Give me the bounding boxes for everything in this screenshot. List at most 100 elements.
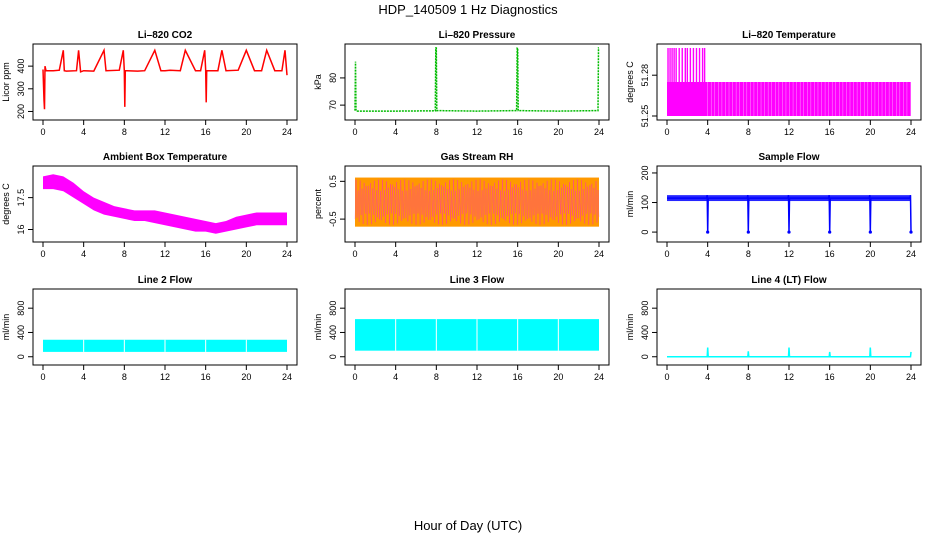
- x-tick-label: 24: [594, 127, 604, 137]
- y-tick-label: 0: [328, 354, 338, 359]
- sample-series-line: [667, 194, 912, 233]
- panel-pressure: Li–820 Pressure kPa 0 4 8 12 16 20 24 70 80: [313, 30, 610, 137]
- x-tick-label: 12: [784, 127, 794, 137]
- y-tick-label: 800: [640, 301, 650, 316]
- panel-line3: Line 3 Flow ml/min 0 4 8 12 16 20 24 0 400 800: [313, 275, 610, 382]
- temperature-band: [667, 82, 911, 116]
- x-tick-label: 8: [746, 249, 751, 259]
- y-tick-label: 200: [640, 165, 650, 180]
- x-tick-label: 8: [746, 127, 751, 137]
- x-tick-label: 0: [40, 372, 45, 382]
- plot-area-co2: [42, 47, 288, 110]
- plot-area-line4: [667, 347, 912, 358]
- sample-dip-point: [909, 230, 913, 234]
- x-tick-label: 4: [705, 249, 710, 259]
- x-tick-label: 20: [553, 127, 563, 137]
- x-tick-label: 16: [201, 249, 211, 259]
- x-tick-label: 0: [352, 372, 357, 382]
- x-tick-label: 0: [352, 127, 357, 137]
- x-tick-label: 4: [393, 127, 398, 137]
- panel-title-sample: Sample Flow: [758, 152, 819, 163]
- x-tick-label: 8: [122, 249, 127, 259]
- y-tick-label: 800: [328, 301, 338, 316]
- x-tick-label: 12: [472, 127, 482, 137]
- x-tick-label: 16: [513, 249, 523, 259]
- x-tick-label: 20: [865, 249, 875, 259]
- x-tick-label: 4: [393, 372, 398, 382]
- x-tick-label: 20: [241, 372, 251, 382]
- x-tick-label: 4: [81, 127, 86, 137]
- x-tick-label: 4: [393, 249, 398, 259]
- x-tick-label: 16: [201, 372, 211, 382]
- x-tick-label: 8: [122, 372, 127, 382]
- co2-series-line: [42, 47, 288, 110]
- sample-dip-point: [787, 230, 791, 234]
- x-tick-label: 0: [664, 249, 669, 259]
- y-tick-label: 100: [640, 195, 650, 210]
- y-axis-label-ambient: degrees C: [1, 183, 11, 225]
- ambient-band: [43, 174, 287, 234]
- panel-title-rh: Gas Stream RH: [441, 152, 514, 163]
- plot-frame-line2: [32, 288, 298, 366]
- x-tick-label: 12: [160, 249, 170, 259]
- y-tick-label: 400: [16, 59, 26, 74]
- plot-area-sample: [667, 194, 913, 234]
- y-axis-label-rh: percent: [313, 188, 323, 219]
- y-axis-label-sample: ml/min: [625, 191, 635, 218]
- x-tick-label: 8: [434, 127, 439, 137]
- x-tick-label: 24: [594, 249, 604, 259]
- x-tick-label: 12: [160, 127, 170, 137]
- y-tick-label: 400: [640, 325, 650, 340]
- x-tick-label: 20: [241, 127, 251, 137]
- y-axis-label-pressure: kPa: [313, 74, 323, 90]
- x-tick-label: 20: [865, 127, 875, 137]
- sample-dip-point: [746, 230, 750, 234]
- x-tick-label: 12: [784, 372, 794, 382]
- y-tick-label: 70: [328, 100, 338, 110]
- panel-title-ambient: Ambient Box Temperature: [103, 152, 228, 163]
- panel-title-co2: Li–820 CO2: [138, 30, 193, 41]
- panel-temperature: Li–820 Temperature degrees C 0 4 8 12 16 20 24 51…: [625, 30, 922, 137]
- x-tick-label: 20: [553, 372, 563, 382]
- y-tick-label: 16: [16, 224, 26, 234]
- x-tick-label: 16: [825, 372, 835, 382]
- plot-area-pressure: [354, 47, 600, 112]
- x-tick-label: 4: [705, 127, 710, 137]
- x-tick-label: 12: [472, 249, 482, 259]
- y-axis-label-line2: ml/min: [1, 314, 11, 341]
- y-tick-label: 0.5: [328, 175, 338, 188]
- y-tick-label: 300: [16, 81, 26, 96]
- x-tick-label: 12: [784, 249, 794, 259]
- y-tick-label: 51.25: [640, 105, 650, 128]
- panel-title-pressure: Li–820 Pressure: [439, 30, 516, 41]
- plot-frame-co2: [32, 43, 298, 121]
- panel-title-temperature: Li–820 Temperature: [742, 30, 836, 41]
- x-tick-label: 8: [434, 249, 439, 259]
- x-tick-label: 0: [664, 372, 669, 382]
- y-axis-label-temperature: degrees C: [625, 61, 635, 103]
- y-tick-label: 0: [640, 354, 650, 359]
- sample-dip-point: [706, 230, 710, 234]
- pressure-series-line: [354, 47, 600, 112]
- x-tick-label: 0: [40, 127, 45, 137]
- rh-trace: [354, 179, 600, 225]
- y-tick-label: 17.5: [16, 189, 26, 207]
- y-tick-label: 800: [16, 301, 26, 316]
- panel-ambient: Ambient Box Temperature degrees C 0 4 8 12 16 2…: [1, 152, 298, 259]
- y-tick-label: 400: [16, 325, 26, 340]
- x-tick-label: 4: [81, 372, 86, 382]
- y-axis-label-co2: Licor ppm: [1, 62, 11, 102]
- x-tick-label: 16: [825, 249, 835, 259]
- y-tick-label: 80: [328, 73, 338, 83]
- x-tick-label: 12: [160, 372, 170, 382]
- plot-area-line2: [43, 339, 287, 352]
- x-tick-label: 12: [472, 372, 482, 382]
- x-tick-label: 20: [241, 249, 251, 259]
- panel-sample: Sample Flow ml/min 0 4 8 12 16 20 24 0 100 200: [625, 152, 922, 259]
- plot-frame-pressure: [344, 43, 610, 121]
- x-tick-label: 4: [705, 372, 710, 382]
- x-tick-label: 8: [434, 372, 439, 382]
- x-tick-label: 24: [906, 372, 916, 382]
- plot-area-ambient: [43, 174, 287, 234]
